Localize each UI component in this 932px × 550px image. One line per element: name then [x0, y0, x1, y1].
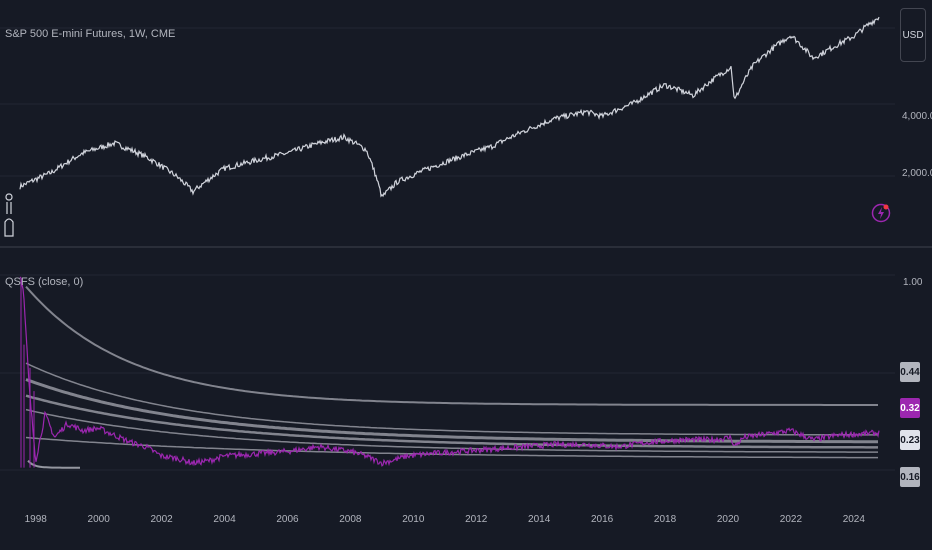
drawing-tools-icon[interactable] — [2, 192, 16, 244]
time-axis-label: 1998 — [24, 514, 47, 525]
lightning-alert-icon[interactable] — [871, 203, 891, 223]
time-axis-label: 2014 — [528, 514, 551, 525]
price-axis-label: 2,000.00 — [902, 168, 932, 179]
band-line — [27, 459, 80, 469]
time-axis-label: 2024 — [842, 514, 865, 525]
price-axis-label: 4,000.00 — [902, 111, 932, 122]
time-axis-label: 2000 — [87, 514, 110, 525]
time-axis-label: 2016 — [590, 514, 614, 525]
price-pane[interactable]: S&P 500 E-mini Futures, 1W, CME USD 4,00… — [0, 0, 932, 246]
symbol-legend[interactable]: S&P 500 E-mini Futures, 1W, CME — [5, 28, 176, 40]
time-axis-label: 2012 — [465, 514, 488, 525]
band-line — [25, 408, 878, 453]
time-axis-label: 2018 — [653, 514, 677, 525]
qsfs-series-line — [19, 276, 880, 467]
price-chart[interactable] — [0, 0, 932, 246]
price-series-line — [19, 16, 880, 198]
band-line — [25, 394, 878, 449]
indicator-value-tag: 0.44 — [900, 362, 920, 382]
time-axis-label: 2022 — [779, 514, 803, 525]
indicator-value-tag: 0.23 — [900, 430, 920, 450]
indicator-legend[interactable]: QSFS (close, 0) — [5, 276, 84, 288]
indicator-pane[interactable]: QSFS (close, 0) 1.00 0.44 0.32 0.23 0.16 — [0, 248, 932, 493]
band-line — [25, 378, 878, 444]
currency-button[interactable]: USD — [900, 8, 926, 62]
indicator-chart[interactable] — [0, 248, 932, 493]
time-axis-label: 2006 — [276, 514, 299, 525]
time-axis-label: 2020 — [716, 514, 740, 525]
band-line — [25, 362, 878, 436]
time-axis-label: 2004 — [213, 514, 236, 525]
band-line — [25, 285, 878, 406]
indicator-value-tag: 0.32 — [900, 398, 920, 418]
indicator-axis-top-label: 1.00 — [903, 277, 923, 288]
pane-divider[interactable] — [0, 246, 932, 248]
time-axis-label: 2010 — [402, 514, 425, 525]
time-axis-label: 2002 — [150, 514, 173, 525]
time-axis-label: 2008 — [339, 514, 362, 525]
indicator-value-tag: 0.16 — [900, 467, 920, 487]
band-line — [25, 436, 878, 459]
